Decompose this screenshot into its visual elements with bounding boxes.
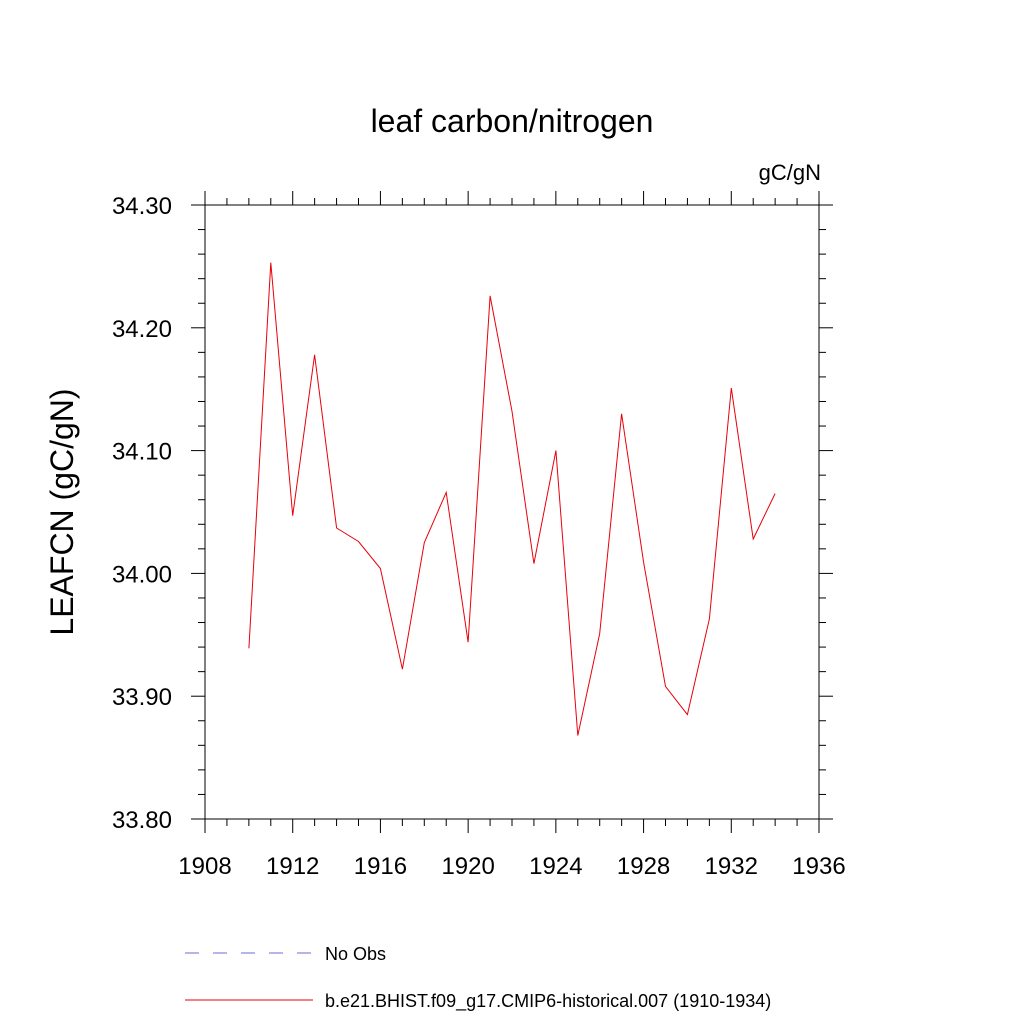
y-tick-labels: 33.80 33.90 34.00 34.10 34.20 34.30 xyxy=(112,193,172,834)
y-tick-label: 34.10 xyxy=(112,439,172,466)
chart-title: leaf carbon/nitrogen xyxy=(371,103,654,139)
y-axis-label: LEAFCN (gC/gN) xyxy=(44,388,80,635)
y-tick-label: 33.80 xyxy=(112,807,172,834)
y-tick-label: 34.20 xyxy=(112,316,172,343)
legend-label-historical: b.e21.BHIST.f09_g17.CMIP6-historical.007… xyxy=(325,991,771,1012)
x-tick-labels: 1908 1912 1916 1920 1924 1928 1932 1936 xyxy=(178,853,845,880)
x-tick-label: 1916 xyxy=(354,853,407,880)
y-tick-label: 34.30 xyxy=(112,193,172,220)
x-tick-label: 1924 xyxy=(529,853,582,880)
x-tick-label: 1912 xyxy=(266,853,319,880)
x-tick-label: 1932 xyxy=(705,853,758,880)
plot-frame xyxy=(204,204,820,820)
x-tick-label: 1908 xyxy=(178,853,231,880)
legend-label-no-obs: No Obs xyxy=(325,944,386,964)
x-tick-label: 1920 xyxy=(441,853,494,880)
series-lines xyxy=(248,262,776,736)
y-tick-label: 34.00 xyxy=(112,561,172,588)
x-tick-label: 1928 xyxy=(617,853,670,880)
series-line-historical xyxy=(248,262,776,736)
x-tick-label: 1936 xyxy=(792,853,845,880)
legend: No Obs b.e21.BHIST.f09_g17.CMIP6-histori… xyxy=(185,944,771,1012)
y-tick-label: 33.90 xyxy=(112,684,172,711)
axis-ticks xyxy=(191,191,833,833)
units-label: gC/gN xyxy=(759,160,821,185)
